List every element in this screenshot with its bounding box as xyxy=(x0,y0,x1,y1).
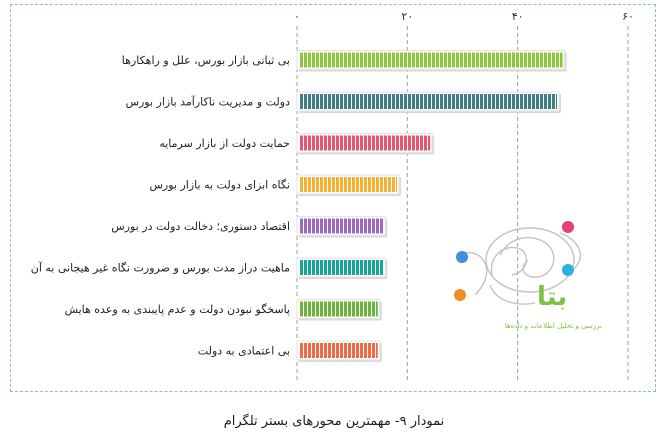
x-tick-label: ۲۰ xyxy=(401,10,413,23)
category-label: پاسخگو نبودن دولت و عدم پایبندی به وعده … xyxy=(65,303,290,316)
category-label: نگاه ابزای دولت به بازار بورس xyxy=(150,179,291,192)
category-label: بی اعتمادی به دولت xyxy=(198,345,290,358)
bar xyxy=(299,260,384,275)
bar xyxy=(299,218,384,234)
bar xyxy=(299,177,398,192)
chart-caption: نمودار ۹- مهمترین محورهای بستر تلگرام xyxy=(223,414,445,429)
brain-logo-icon xyxy=(454,221,582,305)
category-label: ماهیت دراز مدت بورس و ضرورت نگاه غیر هیج… xyxy=(31,261,290,275)
bar xyxy=(299,52,563,68)
category-label: دولت و مدیریت ناکارآمد بازار بورس xyxy=(126,95,291,109)
bar xyxy=(299,94,558,109)
logo-tagline: بررسی و تحلیل اطلاعات و داده‌ها xyxy=(504,322,602,330)
chart-frame xyxy=(10,4,656,392)
x-tick-label: ۰ xyxy=(294,10,300,23)
x-tick-label: ۴۰ xyxy=(512,10,524,23)
category-label: بی ثباتی بازار بورس، علل و راهکارها xyxy=(122,54,290,67)
category-label: حمایت دولت از بازار سرمایه xyxy=(159,137,290,150)
beta-logo-watermark xyxy=(440,215,610,335)
category-label: اقتصاد دستوری؛ دخالت دولت در بورس xyxy=(111,220,290,233)
x-tick-label: ۶۰ xyxy=(622,10,634,23)
logo-wordmark: بتا xyxy=(537,282,568,312)
bar xyxy=(299,343,378,358)
bar xyxy=(299,135,431,151)
bar xyxy=(299,301,378,317)
